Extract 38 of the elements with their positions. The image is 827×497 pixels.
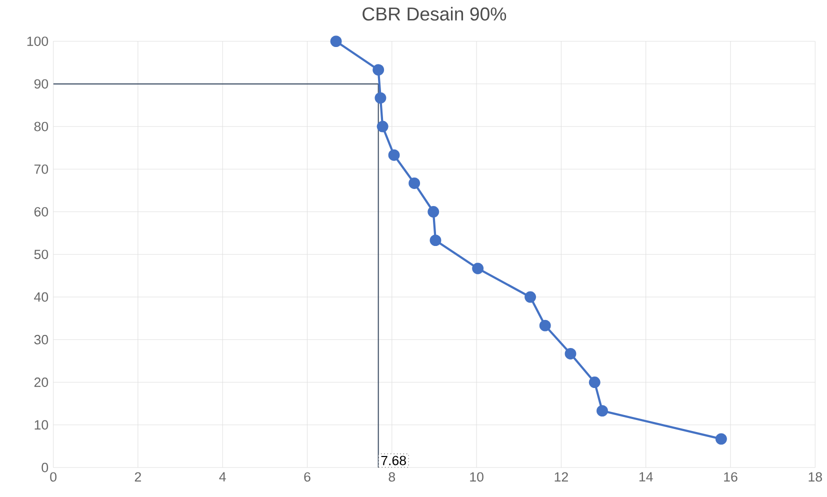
point (524, 291, 536, 303)
y-tick-label: 40 (34, 292, 48, 302)
y-tick-label: 50 (34, 250, 48, 260)
x-tick-label: 2 (134, 472, 141, 482)
point (472, 262, 484, 274)
point (374, 92, 386, 104)
point (596, 405, 608, 417)
x-tick-label: 18 (808, 472, 822, 482)
x-tick-label: 8 (388, 472, 396, 482)
y-tick-label: 10 (34, 420, 48, 430)
y-tick-label: 70 (34, 164, 48, 174)
point (539, 320, 551, 332)
x-tick-label: 6 (304, 472, 310, 482)
x-tick-label: 12 (554, 472, 568, 482)
y-tick-label: 20 (34, 378, 48, 388)
point (372, 64, 384, 76)
y-tick-label: 30 (34, 335, 48, 344)
x-tick-label: 16 (724, 472, 738, 482)
chart-title: CBR Desain 90% (362, 6, 506, 21)
x-tick-label: 14 (639, 472, 653, 482)
point (388, 149, 400, 161)
x-tick-label: 0 (50, 472, 56, 482)
point (715, 433, 727, 445)
point (428, 206, 440, 218)
y-tick-label: 60 (34, 207, 48, 217)
point (408, 178, 420, 190)
ref-line-label: 7.68 (381, 456, 406, 466)
x-tick-label: 10 (470, 472, 484, 482)
point (376, 120, 388, 132)
point (330, 36, 342, 48)
y-tick-label: 90 (34, 79, 48, 89)
point (430, 234, 442, 246)
point (588, 376, 600, 388)
y-tick-label: 80 (34, 122, 48, 132)
x-tick-label: 4 (219, 472, 226, 482)
y-tick-label: 100 (27, 36, 48, 46)
point (564, 348, 576, 360)
y-tick-label: 0 (42, 462, 48, 472)
